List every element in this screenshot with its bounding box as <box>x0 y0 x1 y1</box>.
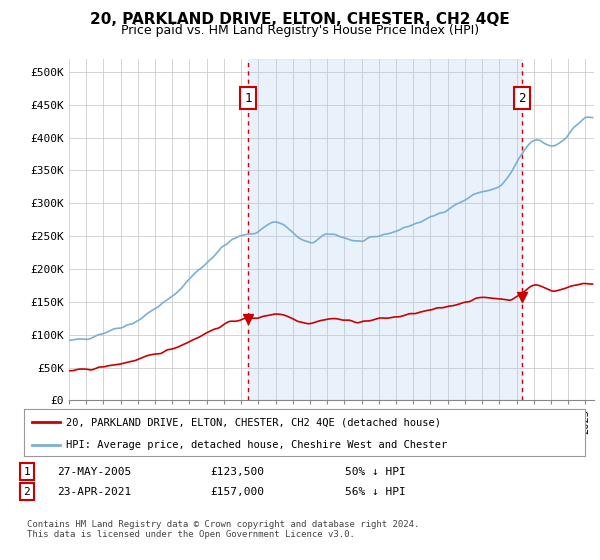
Text: £123,500: £123,500 <box>210 466 264 477</box>
Text: HPI: Average price, detached house, Cheshire West and Chester: HPI: Average price, detached house, Ches… <box>66 440 448 450</box>
Text: 2: 2 <box>518 92 526 105</box>
Text: 20, PARKLAND DRIVE, ELTON, CHESTER, CH2 4QE (detached house): 20, PARKLAND DRIVE, ELTON, CHESTER, CH2 … <box>66 417 441 427</box>
Bar <box>248 59 522 400</box>
Text: 27-MAY-2005: 27-MAY-2005 <box>57 466 131 477</box>
Text: 2: 2 <box>23 487 31 497</box>
Text: £157,000: £157,000 <box>210 487 264 497</box>
Text: Contains HM Land Registry data © Crown copyright and database right 2024.
This d: Contains HM Land Registry data © Crown c… <box>27 520 419 539</box>
Text: 56% ↓ HPI: 56% ↓ HPI <box>345 487 406 497</box>
Text: Price paid vs. HM Land Registry's House Price Index (HPI): Price paid vs. HM Land Registry's House … <box>121 24 479 36</box>
Text: 23-APR-2021: 23-APR-2021 <box>57 487 131 497</box>
Text: 20, PARKLAND DRIVE, ELTON, CHESTER, CH2 4QE: 20, PARKLAND DRIVE, ELTON, CHESTER, CH2 … <box>90 12 510 27</box>
Text: 1: 1 <box>244 92 252 105</box>
Text: 1: 1 <box>23 466 31 477</box>
Text: 50% ↓ HPI: 50% ↓ HPI <box>345 466 406 477</box>
